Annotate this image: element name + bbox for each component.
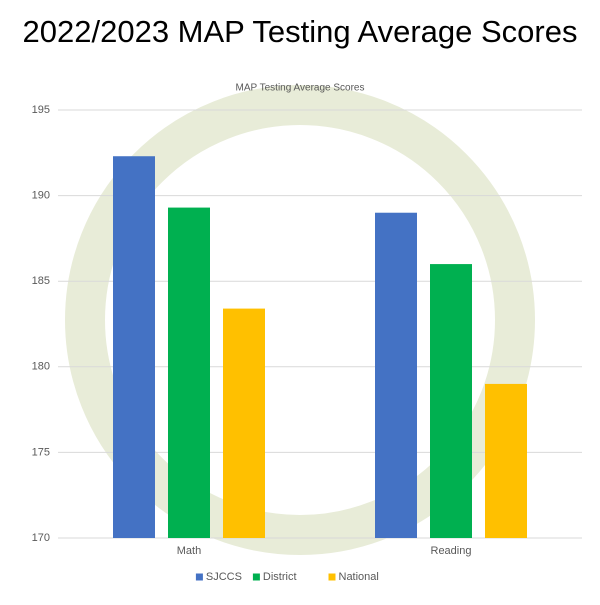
legend-label: SJCCS <box>206 571 242 583</box>
watermark <box>65 85 535 555</box>
y-tick-label: 180 <box>32 361 50 373</box>
bar <box>168 207 210 539</box>
legend-label: District <box>263 571 297 583</box>
legend-label: National <box>339 571 379 583</box>
legend-swatch <box>195 573 203 581</box>
y-tick-label: 170 <box>32 532 50 544</box>
y-tick-label: 175 <box>32 446 50 458</box>
y-tick-label: 190 <box>32 190 50 202</box>
chart-title: MAP Testing Average Scores <box>236 83 365 94</box>
legend-swatch <box>328 573 336 581</box>
bar <box>375 212 417 538</box>
bar <box>430 264 472 538</box>
bar <box>223 308 265 538</box>
legend-swatch <box>252 573 260 581</box>
page-title: 2022/2023 MAP Testing Average Scores <box>23 14 578 49</box>
bar <box>485 383 527 538</box>
y-tick-label: 185 <box>32 275 50 287</box>
y-tick-label: 195 <box>32 104 50 116</box>
x-tick-label: Reading <box>431 545 472 557</box>
bar <box>113 156 155 538</box>
x-tick-label: Math <box>177 545 201 557</box>
